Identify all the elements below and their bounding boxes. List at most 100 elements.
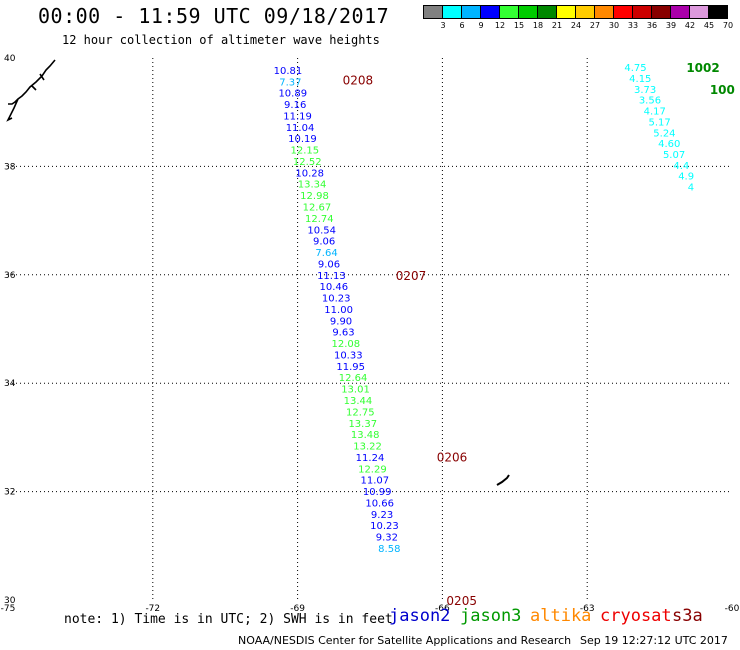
wave-height-label: 12.75 (346, 407, 375, 418)
units-note: note: 1) Time is in UTC; 2) SWH is in fe… (64, 612, 393, 627)
wave-height-label: 13.44 (344, 396, 373, 407)
wave-height-label: 12.67 (303, 203, 332, 214)
wave-height-label: 5.24 (653, 128, 675, 139)
island-shape (496, 474, 510, 486)
wave-height-label: 12.64 (339, 373, 368, 384)
legend-item-jason3: jason3 (460, 606, 522, 626)
legend-item-jason2: jason2 (389, 606, 451, 626)
wave-height-label: 4 (688, 182, 694, 193)
time-mark-label: 0207 (396, 269, 427, 283)
colorbar-swatch (708, 5, 728, 19)
wave-height-label: 11.07 (361, 476, 390, 487)
wave-height-label: 9.16 (284, 100, 306, 111)
wave-height-label: 11.19 (283, 111, 312, 122)
x-tick-label: -75 (1, 604, 16, 614)
time-mark-label: 0208 (343, 74, 374, 88)
wave-height-label: 3.73 (634, 85, 656, 96)
colorbar-label: 9 (478, 21, 484, 30)
wave-height-label: 13.37 (348, 419, 377, 430)
wave-height-label: 10.19 (288, 134, 317, 145)
wave-height-label: 9.90 (330, 316, 352, 327)
wave-height-label: 12.98 (300, 191, 329, 202)
wave-height-label: 10.81 (274, 66, 303, 77)
credit-text: NOAA/NESDIS Center for Satellite Applica… (238, 634, 572, 647)
wave-height-label: 10.66 (365, 498, 394, 509)
wave-height-label: 9.06 (313, 237, 335, 248)
map-title: 00:00 - 11:59 UTC 09/18/2017 (38, 4, 390, 28)
longitude-ticks: -75 -72 -69 -66 -63 -60 (1, 604, 740, 614)
wave-height-label: 10.28 (295, 168, 324, 179)
wave-height-label: 13.01 (341, 385, 370, 396)
wave-height-label: 12.15 (291, 146, 320, 157)
wave-height-label: 10.23 (322, 294, 351, 305)
wave-height-label: 4.9 (678, 172, 694, 183)
y-tick-label: 30 (4, 596, 16, 606)
colorbar-label: 21 (551, 21, 563, 30)
y-tick-label: 34 (4, 379, 16, 389)
wave-height-label: 9.63 (332, 328, 354, 339)
track-east: 4.754.153.733.564.175.175.244.605.074.44… (624, 61, 735, 193)
colorbar-label: 39 (665, 21, 677, 30)
wave-height-label: 7.37 (279, 77, 301, 88)
x-tick-label: -60 (725, 604, 740, 614)
credit-timestamp: Sep 19 12:27:12 UTC 2017 (580, 634, 728, 647)
colorbar-label: 30 (608, 21, 620, 30)
island-path (496, 474, 510, 486)
colorbar-label: 33 (627, 21, 639, 30)
wave-height-label: 11.24 (356, 453, 385, 464)
colorbar-label: 42 (684, 21, 696, 30)
wave-height-label: 4.17 (644, 107, 666, 118)
latitude-ticks: 30 32 34 36 38 40 (4, 54, 16, 606)
x-tick-label: -63 (580, 604, 595, 614)
wave-height-label: 10.99 (363, 487, 392, 498)
time-mark-label: 0205 (446, 594, 477, 608)
wave-height-label: 4.75 (624, 63, 646, 74)
wave-height-label: 9.23 (371, 510, 393, 521)
colorbar-label: 15 (513, 21, 525, 30)
wave-height-label: 9.06 (318, 259, 340, 270)
wave-height-label: 5.17 (648, 117, 670, 128)
wave-height-label: 12.08 (332, 339, 361, 350)
legend-item-altika: altika (530, 606, 592, 626)
colorbar-label: 24 (570, 21, 582, 30)
wave-height-label: 4.60 (658, 139, 680, 150)
colorbar-label: 6 (459, 21, 465, 30)
map-grid (8, 58, 732, 600)
coastline (6, 59, 56, 122)
y-tick-label: 36 (4, 271, 16, 281)
wave-height-label: 11.13 (317, 271, 346, 282)
legend-item-s3a: s3a (672, 606, 703, 626)
wave-height-label: 11.00 (324, 305, 353, 316)
colorbar-label: 27 (589, 21, 601, 30)
wave-height-label: 10.46 (319, 282, 348, 293)
colorbar-label: 3 (440, 21, 446, 30)
wave-height-label: 13.22 (353, 442, 382, 453)
wave-height-label: 13.48 (351, 430, 380, 441)
wave-height-label: 10.33 (334, 350, 363, 361)
wave-height-label: 7.64 (315, 248, 337, 259)
wave-height-label: 8.58 (378, 544, 400, 555)
wave-height-label: 13.34 (298, 180, 327, 191)
track-main: 10.817.3710.899.1611.1911.0410.1912.1512… (274, 66, 477, 608)
wave-height-label: 12.74 (305, 214, 334, 225)
wave-height-label: 4.4 (673, 161, 689, 172)
y-tick-label: 40 (4, 54, 16, 64)
wave-height-label: 11.95 (336, 362, 365, 373)
wave-height-label: 10.23 (370, 521, 399, 532)
wave-height-label: 10.54 (307, 225, 336, 236)
wave-height-label: 12.52 (293, 157, 322, 168)
wave-height-label: 12.29 (358, 464, 387, 475)
x-tick-label: -66 (435, 604, 450, 614)
legend-item-cryosat: cryosat (600, 606, 672, 626)
wave-height-label: 4.15 (629, 74, 651, 85)
wave-height-label: 9.32 (376, 533, 398, 544)
colorbar-label: 70 (722, 21, 734, 30)
time-mark-label: 1002 (686, 61, 719, 75)
wave-height-label: 5.07 (663, 150, 685, 161)
wave-height-label: 3.56 (639, 96, 661, 107)
colorbar-label: 45 (703, 21, 715, 30)
colorbar-label: 12 (494, 21, 506, 30)
y-tick-label: 38 (4, 162, 16, 172)
